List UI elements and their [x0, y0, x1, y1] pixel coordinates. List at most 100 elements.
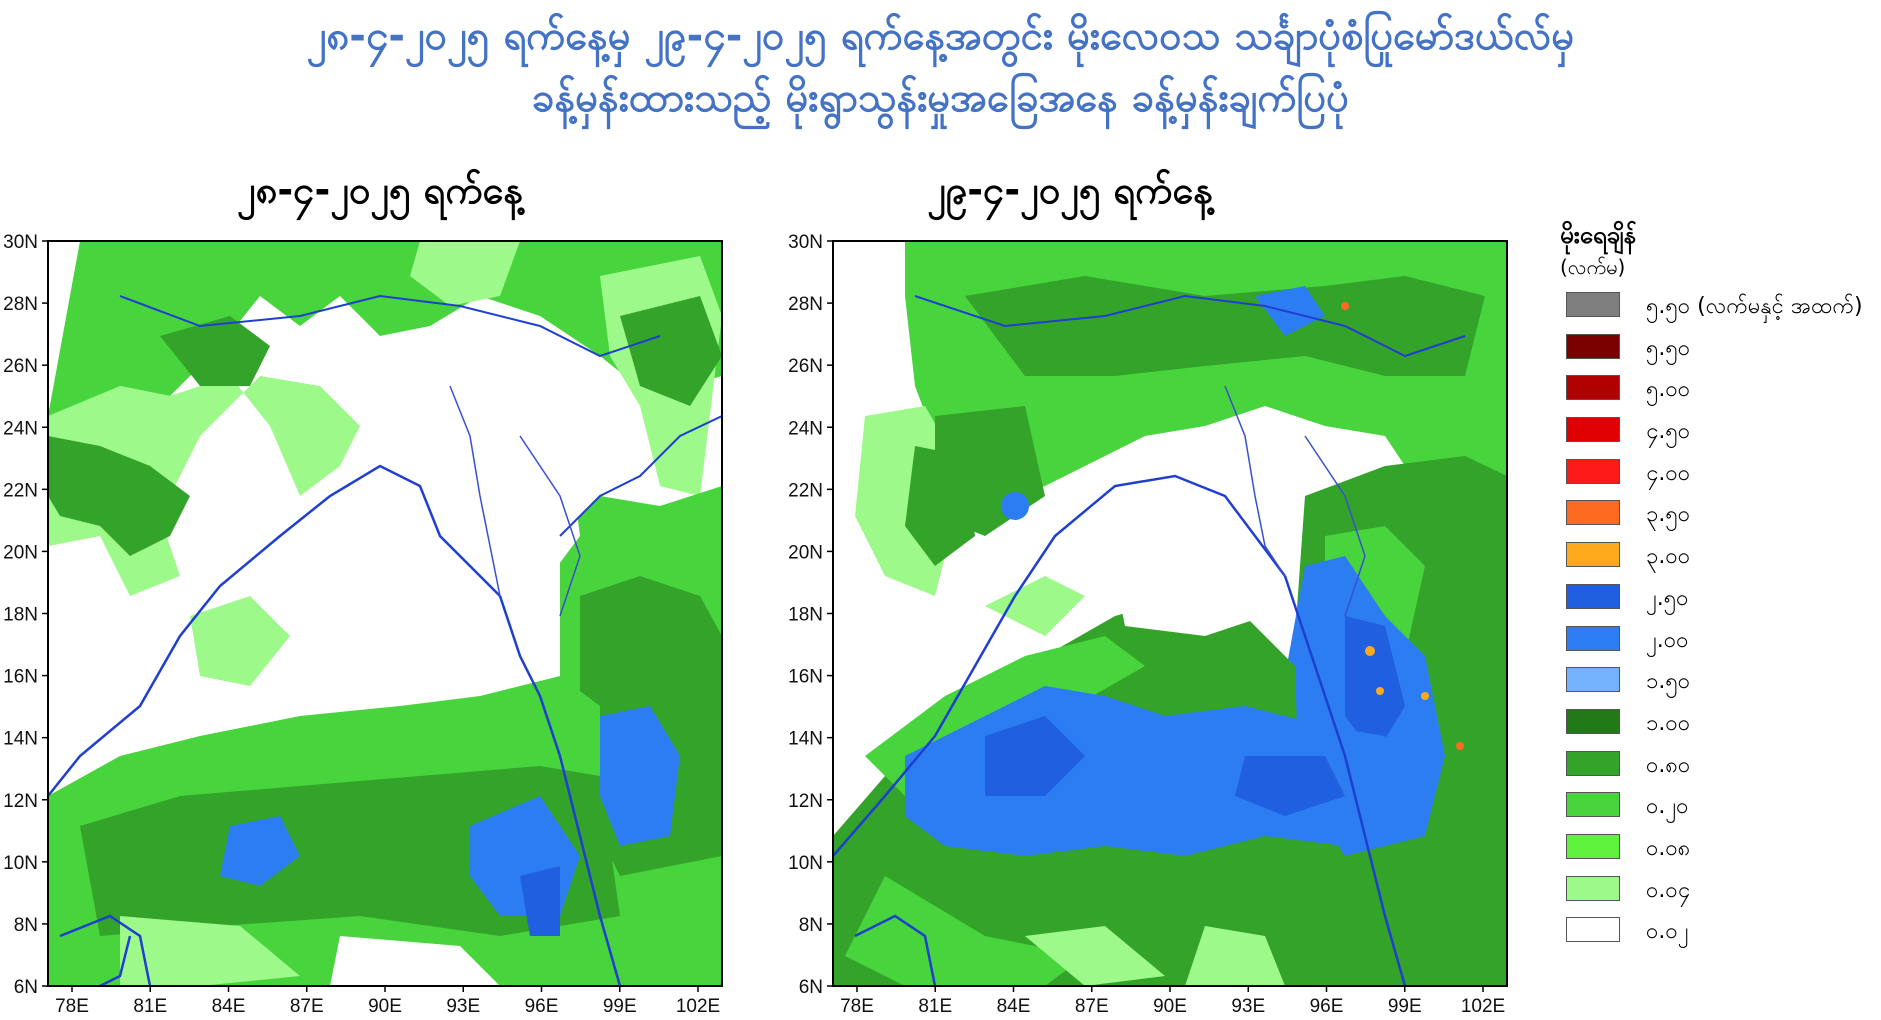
- legend-label: ၃.၅၀: [1646, 502, 1691, 528]
- legend-label: ၂.၀၀: [1646, 627, 1689, 653]
- legend-swatch: [1566, 625, 1620, 651]
- legend-swatch: [1566, 500, 1620, 526]
- lon-tick-label: 96E: [525, 996, 559, 1017]
- legend-swatch: [1566, 333, 1620, 359]
- lat-tick-label: 8N: [799, 915, 823, 936]
- lat-tick-label: 30N: [3, 232, 38, 253]
- legend-swatch: [1566, 583, 1620, 609]
- lat-tick-label: 18N: [3, 605, 38, 626]
- legend-swatch: [1566, 917, 1620, 943]
- legend-item: ၀.၀၂: [1560, 913, 1881, 955]
- lat-tick-label: 20N: [3, 542, 38, 563]
- map-title-line-1: ၂၈-၄-၂၀၂၅ ရက်နေ့မှ ၂၉-၄-၂၀၂၅ ရက်နေ့အတွင်…: [306, 13, 1575, 59]
- legend-label: ၀.၀၈: [1646, 835, 1691, 861]
- legend-item: ၄.၀၀: [1560, 455, 1881, 497]
- lon-tick-label: 84E: [997, 996, 1031, 1017]
- legend-item: ၂.၀၀: [1560, 622, 1881, 664]
- lat-tick-label: 24N: [788, 418, 823, 439]
- legend-label: ၀.၈၀: [1646, 752, 1691, 778]
- lon-tick-label: 102E: [1461, 996, 1505, 1017]
- lat-tick-label: 14N: [788, 729, 823, 750]
- legend-swatch: [1566, 667, 1620, 693]
- lon-tick-label: 93E: [446, 996, 480, 1017]
- legend-rows: ၅.၅၀ (လက်မနှင့် အထက်) ၅.၅၀၅.၀၀၄.၅၀၄.၀၀၃.၅…: [1560, 288, 1881, 955]
- lat-tick-label: 18N: [788, 605, 823, 626]
- map-2-lon-axis: 78E 81E 84E 87E 90E 93E 96E 99E 102E: [840, 986, 1505, 1017]
- lon-tick-label: 87E: [290, 996, 324, 1017]
- lat-tick-label: 28N: [3, 294, 38, 315]
- map-1-lat-axis: 30N 28N 26N 24N 22N 20N 18N 16N 14N 12N 10N 8N 6N: [3, 232, 48, 998]
- lon-tick-label: 78E: [840, 996, 874, 1017]
- legend-label: ၅.၅၀ (လက်မနှင့် အထက်): [1646, 294, 1863, 319]
- legend-item: ၅.၅၀ (လက်မနှင့် အထက်): [1560, 288, 1881, 330]
- lat-tick-label: 22N: [3, 480, 38, 501]
- legend-swatch: [1566, 292, 1620, 317]
- rainfall-map-2: 30N 28N 26N 24N 22N 20N 18N 16N 14N 12N 10N 8N 6N 78…: [785, 232, 1525, 1020]
- lat-tick-label: 16N: [3, 667, 38, 688]
- lat-tick-label: 6N: [799, 977, 823, 998]
- rainfall-map-2-svg: 30N 28N 26N 24N 22N 20N 18N 16N 14N 12N 10N 8N 6N 78…: [788, 232, 1508, 1017]
- map-1-lon-axis: 78E 81E 84E 87E 90E 93E 96E 99E 102E: [55, 986, 720, 1017]
- legend-title: မိုးရေချိန်: [1560, 221, 1637, 249]
- legend-item: ၃.၀၀: [1560, 538, 1881, 580]
- legend-label: ၀.၂၀: [1646, 794, 1689, 820]
- lat-tick-label: 14N: [3, 729, 38, 750]
- legend-swatch: [1566, 708, 1620, 734]
- lat-tick-label: 12N: [3, 791, 38, 812]
- lon-tick-label: 90E: [1153, 996, 1187, 1017]
- legend-swatch: [1566, 542, 1620, 568]
- legend-item: ၁.၀၀: [1560, 705, 1881, 747]
- map-title-line-2: ခန့်မှန်းထားသည့် မိုးရွာသွန်းမှုအခြေအနေ …: [532, 75, 1349, 121]
- lon-tick-label: 99E: [1388, 996, 1422, 1017]
- lat-tick-label: 20N: [788, 542, 823, 563]
- lat-tick-label: 8N: [14, 915, 38, 936]
- map-1-date-heading: ၂၈-၄-၂၀၂၅ ရက်နေ့: [237, 168, 523, 212]
- rainfall-map-1: 30N 28N 26N 24N 22N 20N 18N 16N 14N 12N 10N 8N 6N 78…: [0, 232, 740, 1020]
- lon-tick-label: 102E: [676, 996, 720, 1017]
- legend-swatch: [1566, 417, 1620, 443]
- legend-swatch: [1566, 458, 1620, 484]
- lon-tick-label: 93E: [1231, 996, 1265, 1017]
- legend-item: ၃.၅၀: [1560, 496, 1881, 538]
- lat-tick-label: 28N: [788, 294, 823, 315]
- legend-label: ၅.၀၀: [1646, 377, 1691, 403]
- legend-item: ၀.၂၀: [1560, 788, 1881, 830]
- legend-label: ၃.၀၀: [1646, 544, 1691, 570]
- legend-label: ၁.၀၀: [1646, 710, 1691, 736]
- lon-tick-label: 99E: [603, 996, 637, 1017]
- legend-item: ၀.၈၀: [1560, 747, 1881, 789]
- lon-tick-label: 90E: [368, 996, 402, 1017]
- legend-item: ၁.၅၀: [1560, 663, 1881, 705]
- legend-label: ၂.၅၀: [1646, 585, 1689, 611]
- lon-tick-label: 96E: [1310, 996, 1344, 1017]
- legend-item: ၅.၅၀: [1560, 330, 1881, 372]
- legend-label: ၅.၅၀: [1646, 335, 1691, 361]
- legend-swatch: [1566, 792, 1620, 818]
- legend-unit: (လက်မ): [1560, 255, 1626, 279]
- lat-tick-label: 26N: [3, 356, 38, 377]
- lat-tick-label: 10N: [788, 853, 823, 874]
- lat-tick-label: 6N: [14, 977, 38, 998]
- legend-swatch: [1566, 833, 1620, 859]
- legend-item: ၄.၅၀: [1560, 413, 1881, 455]
- legend-item: ၂.၅၀: [1560, 580, 1881, 622]
- legend-swatch: [1566, 750, 1620, 776]
- legend-label: ၄.၅၀: [1646, 419, 1691, 445]
- lat-tick-label: 10N: [3, 853, 38, 874]
- map-2-lat-axis: 30N 28N 26N 24N 22N 20N 18N 16N 14N 12N 10N 8N 6N: [788, 232, 833, 998]
- lon-tick-label: 78E: [55, 996, 89, 1017]
- legend-swatch: [1566, 375, 1620, 401]
- rainfall-map-1-svg: 30N 28N 26N 24N 22N 20N 18N 16N 14N 12N 10N 8N 6N 78…: [3, 232, 723, 1017]
- lat-tick-label: 30N: [788, 232, 823, 253]
- lat-tick-label: 12N: [788, 791, 823, 812]
- legend-label: ၁.၅၀: [1646, 669, 1691, 695]
- legend-item: ၀.၀၄: [1560, 872, 1881, 914]
- map-2-date-heading: ၂၉-၄-၂၀၂၅ ရက်နေ့: [927, 168, 1213, 212]
- legend-swatch: [1566, 875, 1620, 901]
- rainfall-legend: မိုးရေချိန် (လက်မ) ၅.၅၀ (လက်မနှင့် အထက်)…: [1560, 218, 1881, 955]
- legend-label: ၀.၀၂: [1646, 919, 1689, 945]
- legend-item: ၅.၀၀: [1560, 371, 1881, 413]
- legend-item: ၀.၀၈: [1560, 830, 1881, 872]
- legend-label: ၄.၀၀: [1646, 460, 1691, 486]
- lat-tick-label: 22N: [788, 480, 823, 501]
